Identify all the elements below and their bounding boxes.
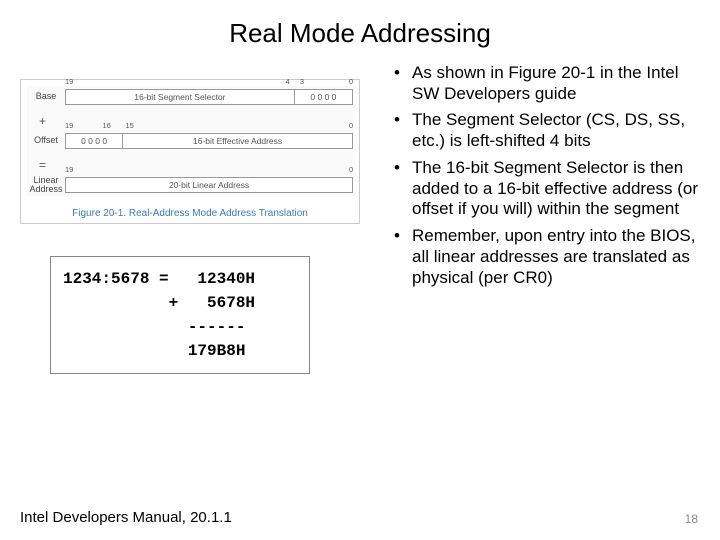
bar-offset: 0 0 0 0 16-bit Effective Address	[65, 133, 353, 149]
figure-diagram: Base 19 4 3 0 16-bit Segment Selector 0 …	[27, 86, 353, 196]
seg-zeros-offset: 0 0 0 0	[66, 134, 123, 148]
seg-zeros-base: 0 0 0 0	[295, 90, 352, 104]
equals-sign: =	[27, 158, 353, 172]
row-label-linear: Linear Address	[27, 176, 65, 195]
bullet-item: The 16-bit Segment Selector is then adde…	[394, 158, 700, 220]
diagram-row-linear: Linear Address 19 0 20-bit Linear Addres…	[27, 174, 353, 196]
bullet-item: Remember, upon entry into the BIOS, all …	[394, 226, 700, 288]
figure-20-1: Base 19 4 3 0 16-bit Segment Selector 0 …	[20, 79, 360, 224]
calc-line-2: + 5678H	[63, 294, 255, 312]
figure-caption: Figure 20-1. Real-Address Mode Address T…	[27, 202, 353, 221]
bar-base: 16-bit Segment Selector 0 0 0 0	[65, 89, 353, 105]
bar-linear: 20-bit Linear Address	[65, 177, 353, 193]
bullet-item: The Segment Selector (CS, DS, SS, etc.) …	[394, 110, 700, 151]
seg-linear-addr: 20-bit Linear Address	[66, 178, 352, 192]
plus-sign: +	[27, 114, 353, 128]
row-label-offset: Offset	[27, 136, 65, 145]
left-column: Base 19 4 3 0 16-bit Segment Selector 0 …	[20, 59, 380, 374]
row-label-base: Base	[27, 92, 65, 101]
seg-effective-addr: 16-bit Effective Address	[123, 134, 352, 148]
bullet-list: As shown in Figure 20-1 in the Intel SW …	[394, 63, 700, 288]
bullet-item: As shown in Figure 20-1 in the Intel SW …	[394, 63, 700, 104]
diagram-row-offset: Offset 19 16 15 0 0 0 0 0 16-bit Effecti…	[27, 130, 353, 152]
page-title: Real Mode Addressing	[0, 0, 720, 59]
calc-line-3: ------	[63, 318, 245, 336]
calc-line-1: 1234:5678 = 12340H	[63, 270, 255, 288]
footer-reference: Intel Developers Manual, 20.1.1	[20, 509, 232, 526]
calc-line-4: 179B8H	[63, 342, 245, 360]
content-area: Base 19 4 3 0 16-bit Segment Selector 0 …	[0, 59, 720, 374]
diagram-row-base: Base 19 4 3 0 16-bit Segment Selector 0 …	[27, 86, 353, 108]
right-column: As shown in Figure 20-1 in the Intel SW …	[380, 59, 700, 374]
calculation-box: 1234:5678 = 12340H + 5678H ------ 179B8H	[50, 256, 310, 374]
page-number: 18	[685, 512, 698, 526]
seg-selector: 16-bit Segment Selector	[66, 90, 295, 104]
